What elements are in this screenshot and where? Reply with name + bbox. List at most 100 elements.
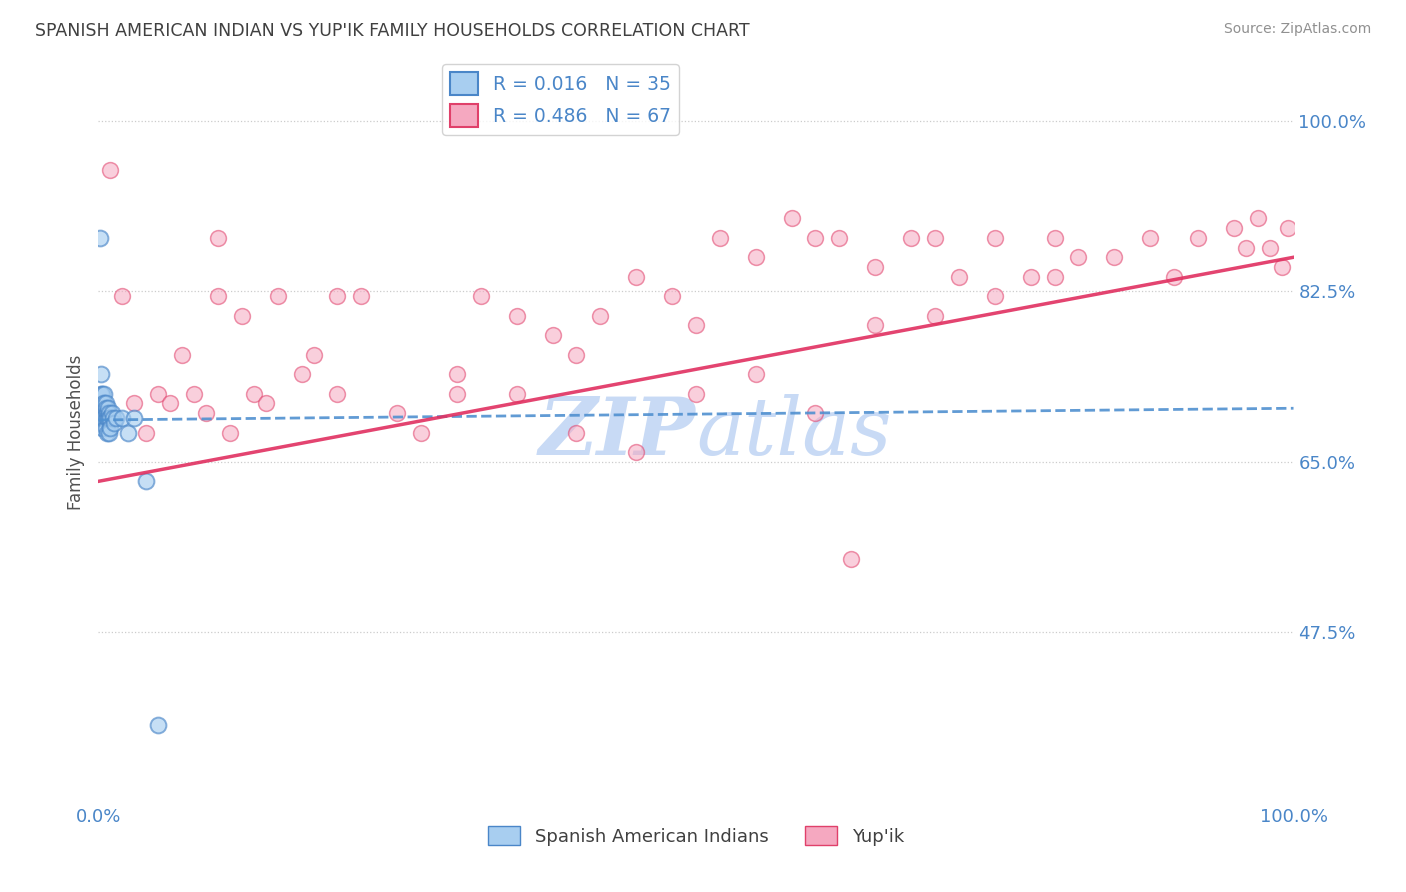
- Point: [1234, 240, 1257, 255]
- Point: [105, 411, 128, 425]
- Point: [709, 231, 731, 245]
- Point: [900, 231, 922, 245]
- Point: [267, 289, 290, 303]
- Point: [91, 396, 114, 410]
- Point: [1223, 221, 1246, 235]
- Point: [148, 718, 170, 732]
- Point: [93, 411, 115, 425]
- Point: [1258, 240, 1281, 255]
- Point: [90, 386, 112, 401]
- Point: [231, 309, 253, 323]
- Point: [865, 260, 887, 274]
- Point: [98, 411, 121, 425]
- Point: [100, 406, 122, 420]
- Point: [745, 250, 768, 264]
- Point: [254, 396, 277, 410]
- Text: ZIP: ZIP: [538, 394, 696, 471]
- Point: [745, 367, 768, 381]
- Point: [94, 401, 117, 416]
- Point: [685, 318, 707, 333]
- Point: [1067, 250, 1090, 264]
- Point: [94, 396, 117, 410]
- Point: [89, 231, 111, 245]
- Point: [243, 386, 266, 401]
- Point: [470, 289, 492, 303]
- Legend: Spanish American Indians, Yup'ik: Spanish American Indians, Yup'ik: [481, 819, 911, 853]
- Point: [90, 367, 112, 381]
- Point: [948, 269, 970, 284]
- Point: [326, 289, 349, 303]
- Point: [111, 289, 134, 303]
- Point: [96, 411, 118, 425]
- Point: [207, 231, 229, 245]
- Point: [1277, 221, 1299, 235]
- Text: atlas: atlas: [696, 394, 891, 471]
- Point: [984, 231, 1007, 245]
- Point: [804, 231, 827, 245]
- Point: [91, 401, 114, 416]
- Point: [506, 386, 529, 401]
- Point: [124, 411, 146, 425]
- Point: [924, 231, 946, 245]
- Text: SPANISH AMERICAN INDIAN VS YUP'IK FAMILY HOUSEHOLDS CORRELATION CHART: SPANISH AMERICAN INDIAN VS YUP'IK FAMILY…: [35, 22, 749, 40]
- Point: [195, 406, 218, 420]
- Point: [207, 289, 229, 303]
- Point: [626, 269, 648, 284]
- Point: [172, 348, 194, 362]
- Point: [984, 289, 1007, 303]
- Point: [1163, 269, 1185, 284]
- Point: [302, 348, 325, 362]
- Point: [96, 425, 118, 440]
- Point: [841, 552, 863, 566]
- Point: [1247, 211, 1270, 226]
- Text: Source: ZipAtlas.com: Source: ZipAtlas.com: [1223, 22, 1371, 37]
- Point: [91, 421, 114, 435]
- Point: [780, 211, 803, 226]
- Point: [411, 425, 433, 440]
- Point: [91, 411, 114, 425]
- Point: [98, 162, 122, 177]
- Point: [565, 348, 588, 362]
- Y-axis label: Family Households: Family Households: [66, 355, 84, 510]
- Point: [661, 289, 683, 303]
- Point: [865, 318, 887, 333]
- Point: [565, 425, 588, 440]
- Point: [103, 416, 125, 430]
- Point: [111, 411, 134, 425]
- Point: [159, 396, 181, 410]
- Point: [1139, 231, 1161, 245]
- Point: [89, 411, 111, 425]
- Point: [291, 367, 314, 381]
- Point: [1104, 250, 1126, 264]
- Point: [589, 309, 612, 323]
- Point: [97, 401, 120, 416]
- Point: [94, 411, 117, 425]
- Point: [1043, 269, 1066, 284]
- Point: [350, 289, 373, 303]
- Point: [98, 421, 122, 435]
- Point: [506, 309, 529, 323]
- Point: [135, 475, 157, 489]
- Point: [924, 309, 946, 323]
- Point: [148, 386, 170, 401]
- Point: [1043, 231, 1066, 245]
- Point: [541, 328, 564, 343]
- Point: [93, 386, 115, 401]
- Point: [93, 396, 115, 410]
- Point: [97, 411, 120, 425]
- Point: [1187, 231, 1209, 245]
- Point: [1271, 260, 1294, 274]
- Point: [385, 406, 409, 420]
- Point: [98, 425, 121, 440]
- Point: [124, 396, 146, 410]
- Point: [219, 425, 242, 440]
- Point: [1019, 269, 1042, 284]
- Point: [804, 406, 827, 420]
- Point: [326, 386, 349, 401]
- Point: [183, 386, 205, 401]
- Point: [91, 386, 114, 401]
- Point: [98, 406, 121, 420]
- Point: [94, 421, 117, 435]
- Point: [828, 231, 851, 245]
- Point: [98, 411, 122, 425]
